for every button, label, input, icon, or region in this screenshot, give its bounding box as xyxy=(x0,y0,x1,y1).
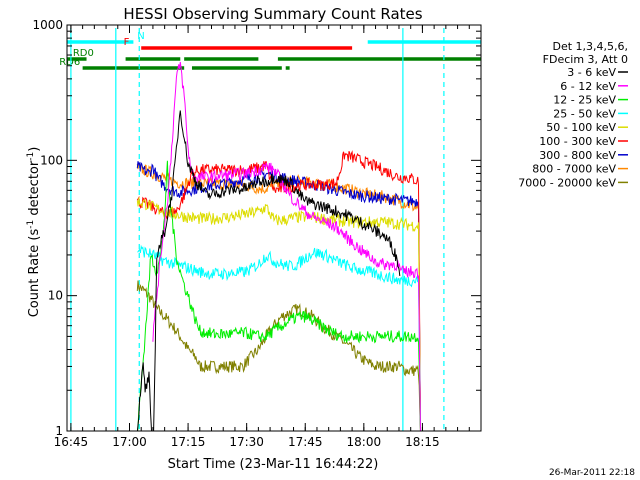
flag-label: F xyxy=(124,37,130,48)
legend-header: FDecim 3, Att 0 xyxy=(543,53,628,66)
series-line xyxy=(137,160,421,431)
flag-label: N xyxy=(137,31,144,42)
series-line xyxy=(136,162,421,431)
y-tick-label: 10 xyxy=(48,289,63,303)
chart-title: HESSI Observing Summary Count Rates xyxy=(123,5,422,23)
vertical-markers xyxy=(70,28,445,431)
series-line xyxy=(136,150,421,431)
x-tick-label: 18:00 xyxy=(347,435,382,449)
x-tick-label: 17:00 xyxy=(112,435,147,449)
y-tick-label: 1 xyxy=(55,424,63,438)
x-tick-label: 16:45 xyxy=(54,435,89,449)
timestamp: 26-Mar-2011 22:18 xyxy=(549,468,635,478)
series-line xyxy=(136,197,421,431)
legend-entry: 7000 - 20000 keV xyxy=(518,176,616,189)
legend-header: Det 1,3,4,5,6, xyxy=(552,40,628,53)
x-tick-label: 17:30 xyxy=(229,435,264,449)
legend-entry: 12 - 25 keV xyxy=(553,94,616,107)
series-line xyxy=(136,280,421,431)
legend-entry: 800 - 7000 keV xyxy=(532,163,616,176)
series-line xyxy=(137,244,421,431)
series-lines xyxy=(136,61,421,431)
x-tick-label: 17:45 xyxy=(288,435,323,449)
legend-entry: 3 - 6 keV xyxy=(567,66,616,79)
legend-entry: 6 - 12 keV xyxy=(560,80,616,93)
legend-entry: 25 - 50 keV xyxy=(553,107,616,120)
series-line xyxy=(152,61,421,431)
x-tick-label: 18:15 xyxy=(405,435,440,449)
flag-label: RD0 xyxy=(73,48,94,59)
x-axis-label: Start Time (23-Mar-11 16:44:22) xyxy=(168,457,379,472)
flag-label: RD6 xyxy=(59,57,80,68)
axes: 16:45 17:00 17:15 17:30 17:45 18:00 18:15 1 10 10… xyxy=(32,18,482,449)
legend-entry: 100 - 300 keV xyxy=(539,135,616,148)
legend-entry: 300 - 800 keV xyxy=(539,149,616,162)
series-line xyxy=(136,161,421,431)
y-tick-label: 100 xyxy=(40,153,63,167)
y-axis-label: Count Rate (s-1 detector-1) xyxy=(26,147,42,318)
y-tick-label: 1000 xyxy=(32,18,63,32)
plot-frame xyxy=(66,24,482,432)
legend: Det 1,3,4,5,6,FDecim 3, Att 03 - 6 keV6 … xyxy=(518,40,628,189)
series-line xyxy=(136,110,401,431)
legend-entry: 50 - 100 keV xyxy=(546,121,616,134)
x-tick-label: 17:15 xyxy=(171,435,206,449)
